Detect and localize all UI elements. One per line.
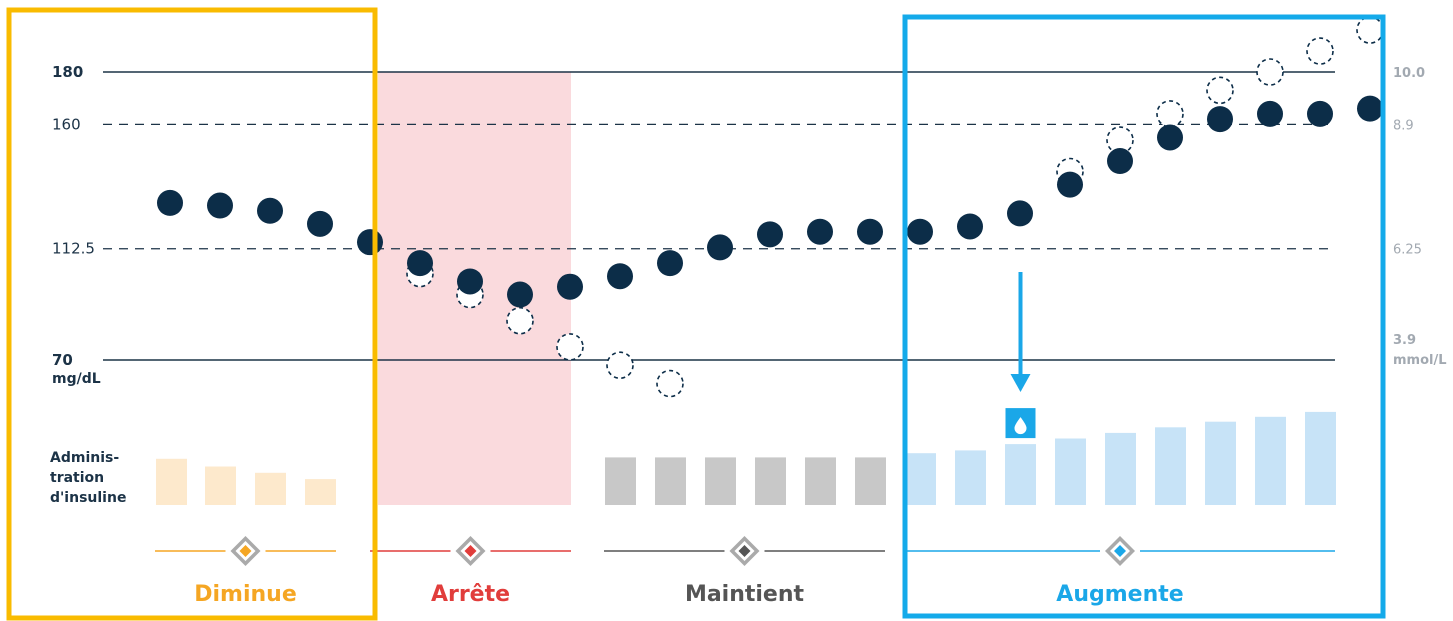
glucose-point — [607, 263, 633, 290]
glucose-point — [307, 210, 333, 237]
left-tick-label: 70 — [52, 351, 73, 369]
glucose-point — [907, 218, 933, 245]
projected-glucose-point — [556, 333, 584, 361]
insulin-bar — [1255, 416, 1286, 505]
glucose-point — [1257, 100, 1283, 127]
gridlines-layer — [103, 71, 1335, 361]
insulin-bar — [855, 457, 886, 505]
glucose-point — [1207, 106, 1233, 133]
glucose-point — [507, 281, 533, 308]
projected-glucose-point — [606, 351, 634, 380]
diamond-icon-core — [464, 545, 477, 557]
insulin-bar — [705, 457, 736, 505]
glucose-point — [657, 250, 683, 277]
insulin-bar — [255, 472, 286, 505]
decrease-frame — [6, 7, 378, 621]
insulin-bar — [755, 457, 786, 505]
insulin-bar — [205, 466, 236, 505]
down-arrow-head — [1010, 374, 1031, 392]
glucose-point — [707, 234, 733, 261]
right-axis-unit: mmol/L — [1393, 353, 1447, 368]
category-label: Arrête — [431, 582, 510, 607]
left-tick-label: 160 — [52, 115, 81, 133]
projected-glucose-point — [656, 369, 684, 398]
increase-frame — [902, 14, 1386, 619]
glucose-point — [157, 189, 183, 216]
category-label: Augmente — [1056, 582, 1183, 607]
glucose-point — [457, 268, 483, 295]
insulin-bar — [1205, 421, 1236, 505]
glucose-points-layer — [157, 16, 1384, 398]
projected-glucose-point — [1206, 76, 1234, 105]
glucose-point — [407, 250, 433, 277]
glucose-point — [857, 218, 883, 245]
projected-glucose-point — [1356, 16, 1384, 44]
left-tick-label: 112.5 — [52, 240, 95, 258]
right-tick-label: 6.25 — [1393, 243, 1422, 258]
glucose-point — [557, 273, 583, 300]
right-tick-label: 10.0 — [1393, 66, 1425, 81]
insulin-bar — [955, 450, 986, 505]
glucose-point — [1357, 95, 1383, 122]
glucose-point — [1307, 100, 1333, 127]
glucose-point — [1157, 124, 1183, 151]
category-label: Maintient — [685, 582, 805, 607]
right-tick-label: 3.9 — [1393, 333, 1416, 348]
left-tick-label: 180 — [52, 63, 83, 81]
insulin-label-line: tration — [50, 470, 104, 486]
glucose-point — [957, 213, 983, 240]
insulin-label-line: Adminis- — [50, 450, 119, 466]
insulin-bars-layer — [156, 272, 1336, 505]
category-label: Diminue — [194, 582, 297, 607]
left-axis-unit: mg/dL — [52, 371, 101, 387]
diamond-icon-core — [738, 545, 751, 557]
glucose-point — [1107, 148, 1133, 175]
labels-layer: 180 160 112.5 70 mg/dL 10.0 8.9 6.25 3.9 mmol/L Ad… — [50, 63, 1447, 506]
insulin-bar — [605, 457, 636, 505]
projected-glucose-point — [1306, 37, 1334, 65]
glucose-point — [1007, 200, 1033, 227]
categories-layer: Diminue Arrête Maintient Augmente — [155, 536, 1335, 607]
projected-glucose-point — [1256, 58, 1284, 86]
right-tick-label: 8.9 — [1393, 118, 1414, 133]
insulin-bar — [1305, 411, 1336, 505]
insulin-bar — [1055, 438, 1086, 505]
glucose-point — [1057, 171, 1083, 198]
frames-layer — [6, 7, 1386, 621]
glucose-point — [807, 218, 833, 245]
insulin-bar — [655, 457, 686, 505]
insulin-bar — [156, 458, 187, 505]
glucose-point — [757, 221, 783, 248]
projected-glucose-point — [1106, 126, 1134, 154]
water-drop-icon — [1014, 417, 1027, 435]
glucose-point — [207, 192, 233, 219]
glucose-point — [257, 197, 283, 224]
insulin-label-line: d'insuline — [50, 490, 126, 506]
projected-glucose-point — [506, 306, 534, 335]
projected-glucose-point — [1156, 100, 1184, 128]
insulin-bar — [1155, 427, 1186, 505]
insulin-bar — [1005, 444, 1036, 505]
insulin-bar — [1105, 432, 1136, 505]
diamond-icon-core — [239, 545, 252, 557]
insulin-bar — [905, 453, 936, 505]
diamond-icon-core — [1114, 545, 1126, 557]
insulin-bar — [305, 479, 336, 505]
insulin-bar — [805, 457, 836, 505]
glucose-point — [357, 229, 383, 256]
